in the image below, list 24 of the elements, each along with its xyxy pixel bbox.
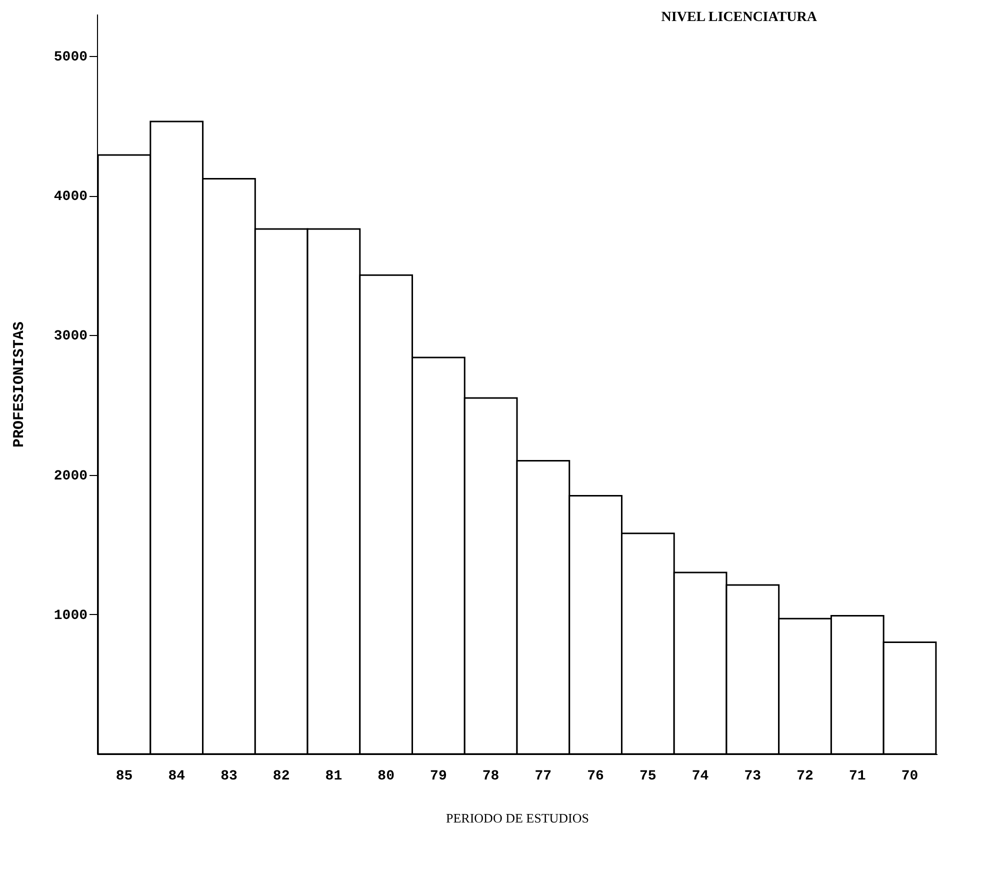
x-tick-label: 73 bbox=[744, 768, 762, 784]
y-tick-label: 4000 bbox=[54, 189, 88, 206]
x-tick-label: 82 bbox=[272, 768, 290, 784]
x-tick-label: 85 bbox=[116, 768, 133, 784]
x-tick-label: 74 bbox=[692, 768, 709, 784]
x-tick-label: 79 bbox=[430, 768, 447, 784]
y-axis-title: PROFESIONISTAS bbox=[10, 321, 28, 448]
y-tick-label: 2000 bbox=[54, 468, 88, 484]
x-tick-label: 76 bbox=[587, 768, 604, 784]
x-tick-label: 78 bbox=[482, 768, 500, 784]
x-tick-label: 81 bbox=[325, 768, 342, 784]
chart-title: NIVEL LICENCIATURA bbox=[661, 10, 818, 25]
x-tick-label: 72 bbox=[796, 768, 814, 784]
y-tick-label: 5000 bbox=[54, 49, 88, 66]
x-tick-label: 77 bbox=[534, 768, 552, 784]
x-tick-label: 71 bbox=[848, 768, 866, 784]
x-tick-label: 80 bbox=[378, 768, 394, 784]
x-tick-label: 75 bbox=[640, 768, 656, 784]
x-tick-label: 70 bbox=[901, 768, 918, 784]
x-axis-title: PERIODO DE ESTUDIOS bbox=[446, 810, 589, 826]
x-tick-label: 84 bbox=[168, 768, 186, 784]
y-tick-label: 3000 bbox=[54, 328, 88, 345]
y-tick-label: 1000 bbox=[54, 608, 88, 624]
x-tick-label: 83 bbox=[220, 768, 238, 784]
